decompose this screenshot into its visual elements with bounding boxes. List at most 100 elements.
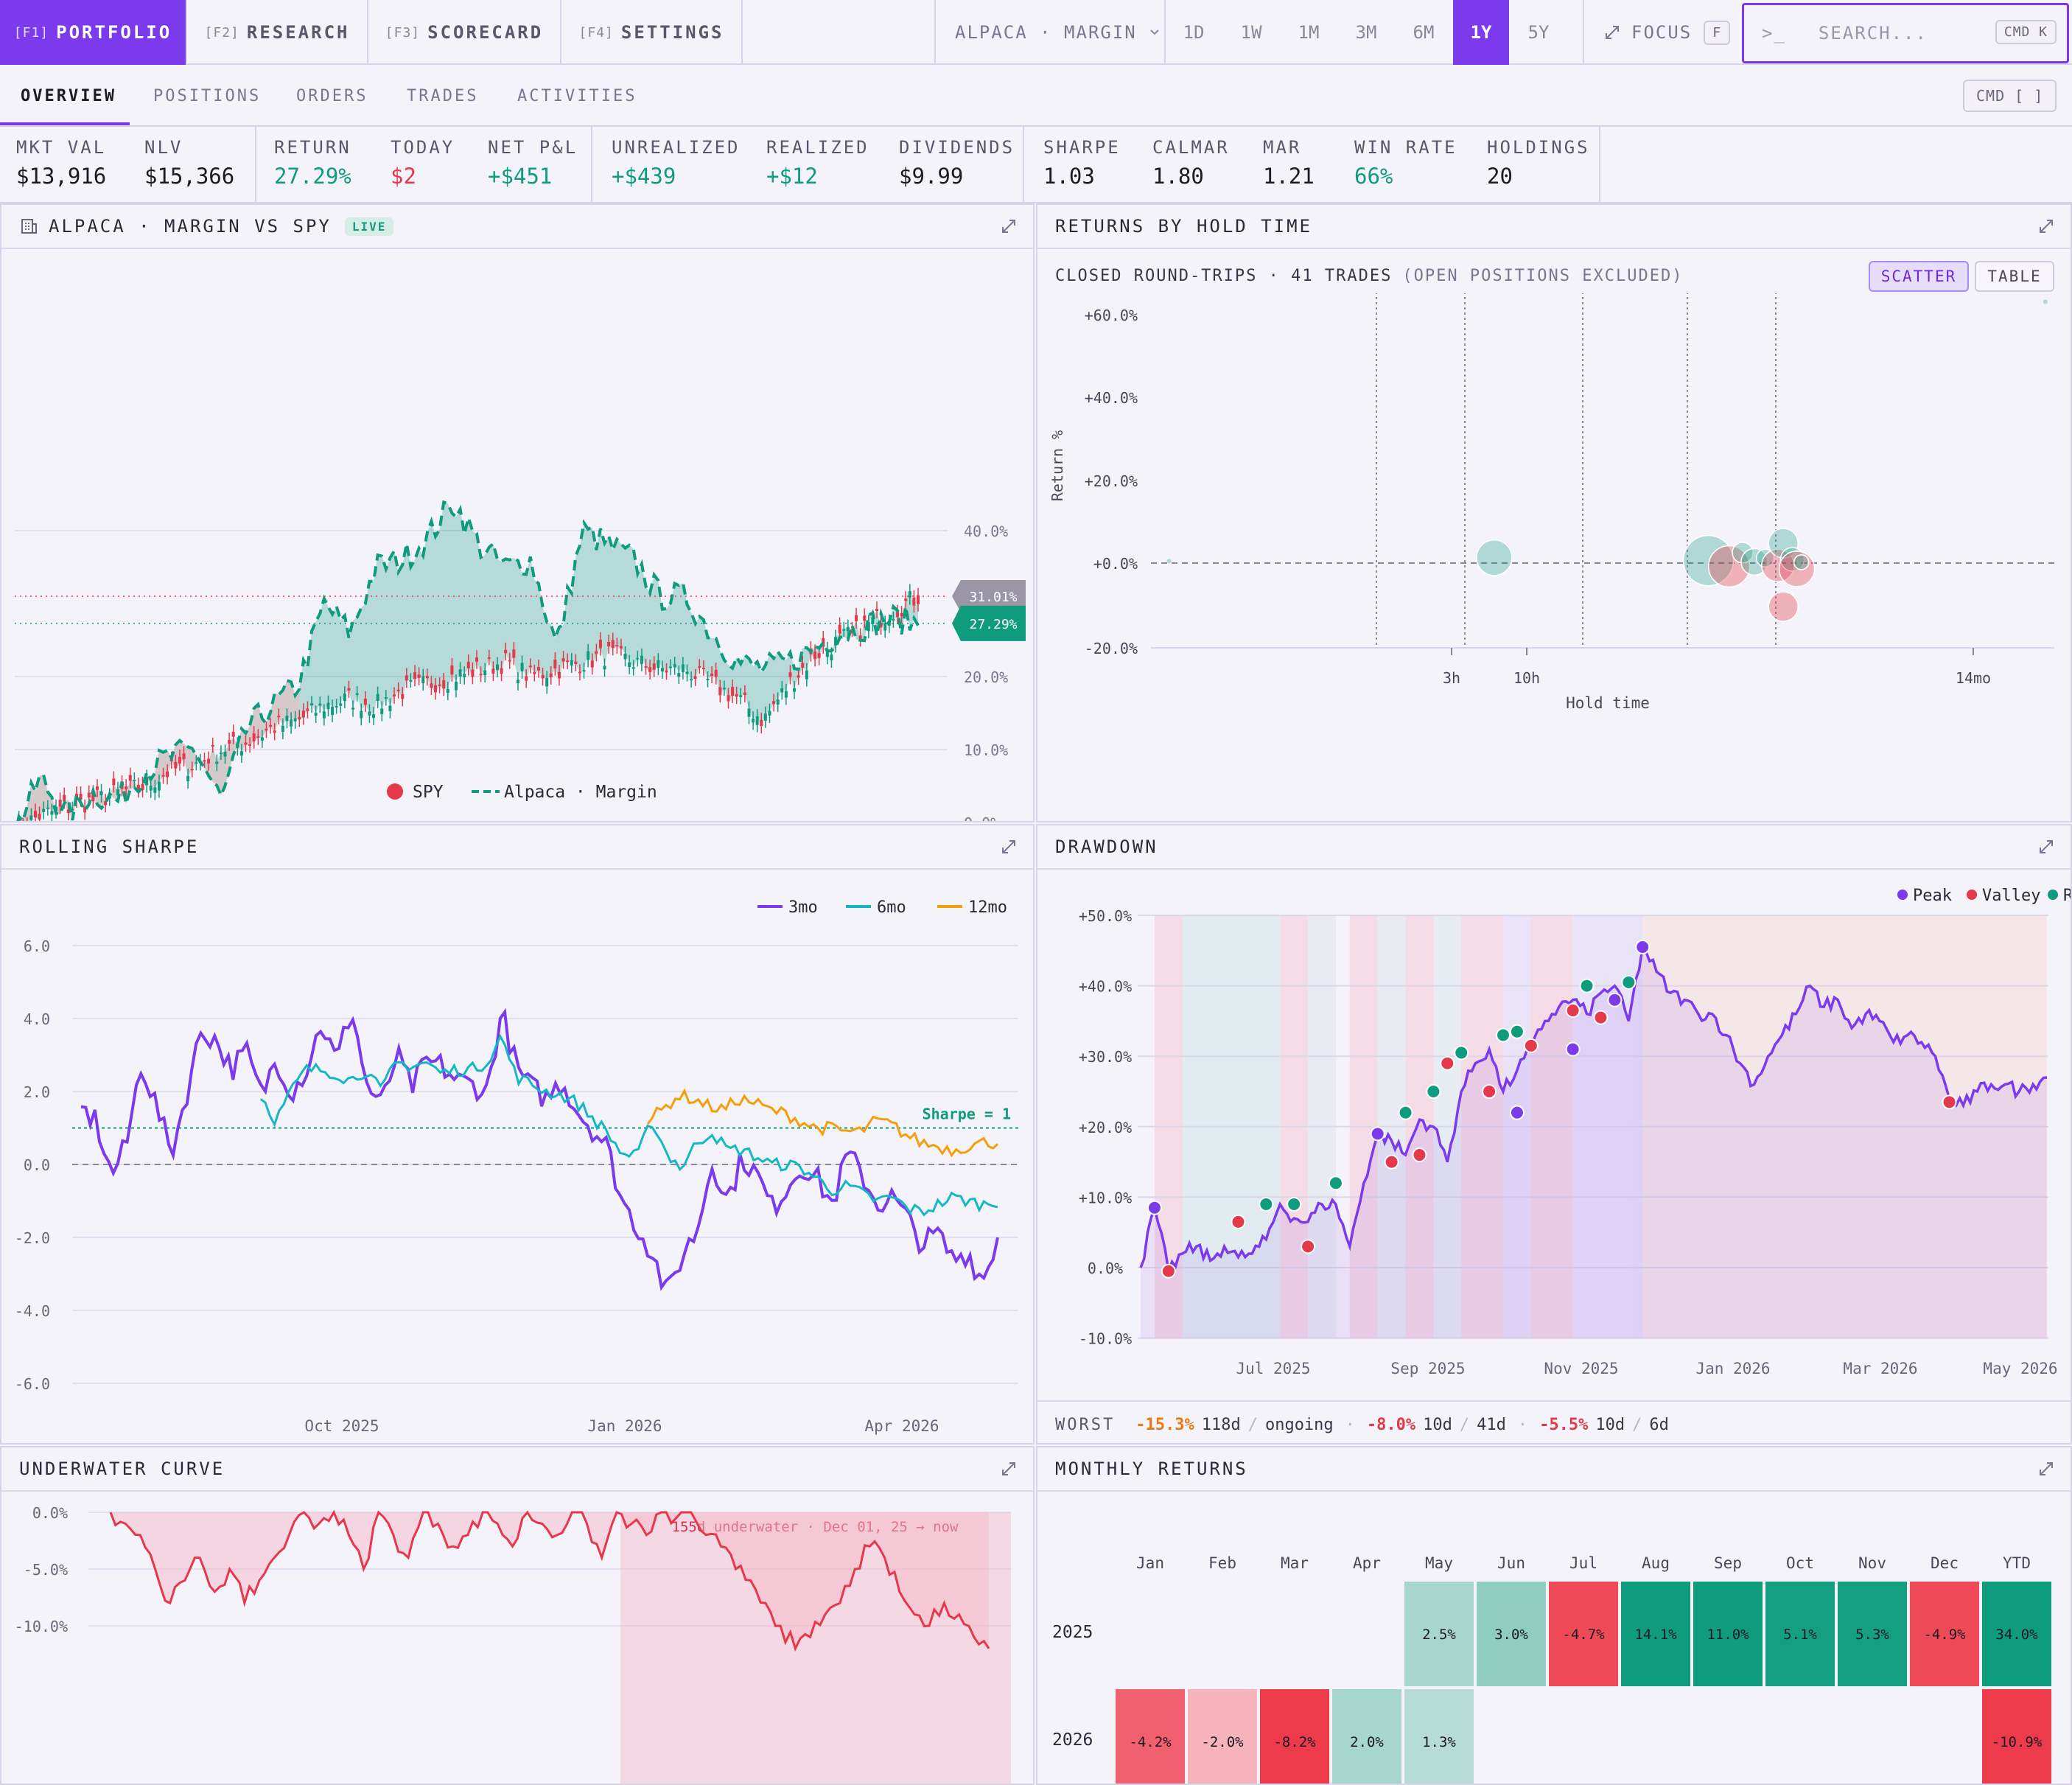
month-header: Jul	[1569, 1554, 1597, 1572]
peak-marker	[1509, 1105, 1525, 1120]
spy-candle	[314, 713, 318, 716]
heatmap-value: -4.7%	[1562, 1627, 1605, 1643]
stat-label: WIN RATE	[1354, 137, 1457, 158]
expand-icon[interactable]	[2037, 217, 2056, 236]
expand-icon[interactable]	[2037, 1459, 2056, 1478]
focus-shortcut: F	[1704, 20, 1731, 45]
y-tick-label: +0.0%	[1093, 555, 1138, 573]
spy-candle	[735, 694, 738, 697]
legend-spy-marker	[387, 783, 403, 800]
spy-candle	[582, 670, 586, 672]
stat-value: +$451	[488, 164, 553, 189]
expand-icon[interactable]	[999, 217, 1018, 236]
spy-candle	[863, 615, 867, 621]
spy-candle	[660, 668, 664, 672]
x-tick-label: May 2026	[1983, 1360, 2057, 1377]
tab-portfolio[interactable]: [F1] PORTFOLIO	[0, 0, 187, 65]
hold-scatter-chart: +80.0%+60.0%+40.0%+20.0%+0.0%-20.0%1h4h1…	[1049, 293, 2054, 712]
spy-candle	[326, 702, 330, 710]
range-1d[interactable]: 1D	[1183, 22, 1205, 43]
subtab-trades[interactable]: TRADES	[407, 86, 479, 105]
heatmap-cell	[1549, 1582, 1618, 1686]
spy-candle	[693, 676, 697, 680]
subtab-underline	[0, 122, 130, 125]
range-1m[interactable]: 1M	[1298, 22, 1320, 43]
stat-label: NET P&L	[488, 137, 578, 158]
panel-vs-spy: ALPACA · MARGIN VS SPY LIVE 40.0% 20.0% 10…	[0, 203, 1035, 822]
subtab-activities[interactable]: ACTIVITIES	[517, 86, 637, 105]
expand-icon[interactable]	[2037, 837, 2056, 856]
spy-candle	[817, 653, 821, 658]
spy-candle	[578, 671, 581, 674]
spy-candle	[912, 597, 916, 606]
tab-settings[interactable]: [F4] SETTINGS	[561, 0, 743, 65]
focus-button[interactable]: FOCUS F	[1583, 0, 1742, 65]
scatter-toggle[interactable]: SCATTER	[1869, 261, 1969, 292]
spy-candle	[743, 692, 746, 696]
panel-monthly-returns: MONTHLY RETURNS Jan Feb Mar Apr May Jun Jul Aug…	[1036, 1446, 2072, 1785]
spy-candle	[33, 811, 37, 818]
panel-rolling-sharpe: ROLLING SHARPE 6.0 4.0 2.0 0.0 -2.0 -4.0 -6.0 S…	[0, 824, 1035, 1445]
spy-candle	[331, 707, 335, 716]
search-input[interactable]: >_ SEARCH... CMD K	[1742, 3, 2069, 63]
peak-marker	[1565, 1041, 1581, 1057]
spy-candle	[855, 615, 858, 621]
y-tick-label: -6.0	[15, 1375, 50, 1393]
search-shortcut: CMD K	[1995, 20, 2057, 44]
valley-marker	[1384, 1154, 1399, 1170]
subtab-overview[interactable]: OVERVIEW	[21, 86, 116, 105]
expand-icon[interactable]	[999, 1459, 1018, 1478]
stat-value: $9.99	[899, 164, 964, 189]
range-1y[interactable]: 1Y	[1453, 0, 1509, 65]
spy-candle	[553, 659, 557, 668]
stat-divider	[1023, 127, 1024, 203]
building-icon	[21, 219, 37, 234]
spy-candle	[310, 703, 314, 706]
subtab-orders[interactable]: ORDERS	[296, 86, 368, 105]
spy-candle	[883, 623, 887, 631]
spy-candle	[145, 777, 149, 786]
spy-candle	[438, 684, 441, 686]
live-badge: LIVE	[344, 217, 394, 236]
stat-sharpe: SHARPE 1.03	[1043, 137, 1121, 189]
worst-drawdowns: WORST -15.3% 118d / ongoing · -8.0% 10d / 41d · -5.…	[1055, 1409, 1669, 1440]
x-tick-label: Jan 2026	[1695, 1360, 1770, 1377]
heatmap-cell	[1621, 1582, 1690, 1686]
spy-candle	[628, 662, 631, 668]
spy-candle	[223, 752, 227, 757]
spy-candle	[236, 744, 239, 749]
spy-end-label: 31.01%	[969, 590, 1017, 605]
spy-candle	[50, 811, 54, 815]
account-selector[interactable]: ALPACA · MARGIN	[934, 0, 1166, 65]
stat-label: RETURN	[274, 137, 351, 158]
tab-research[interactable]: [F2] RESEARCH	[187, 0, 368, 65]
x-tick-label: 3h	[1443, 669, 1460, 687]
spy-candle	[79, 793, 83, 800]
worst-slash: /	[1632, 1415, 1642, 1434]
subtab-positions[interactable]: POSITIONS	[153, 86, 262, 105]
panel-title: ROLLING SHARPE	[19, 836, 200, 857]
spy-candle	[892, 618, 895, 621]
spy-candle	[149, 786, 153, 791]
x-tick-label: Sep 2025	[1390, 1360, 1465, 1377]
top-nav: [F1] PORTFOLIO [F2] RESEARCH [F3] SCORECARD…	[0, 0, 2072, 65]
spy-candle	[281, 725, 284, 733]
stat-value: 27.29%	[274, 164, 351, 189]
heatmap-cell	[1982, 1582, 2051, 1686]
row-year: 2025	[1052, 1623, 1093, 1642]
spy-candle	[301, 710, 305, 718]
range-5y[interactable]: 5Y	[1527, 22, 1550, 43]
month-header: Aug	[1642, 1554, 1670, 1572]
expand-icon[interactable]	[999, 837, 1018, 856]
y-tick-label: 40.0%	[964, 523, 1008, 540]
range-3m[interactable]: 3M	[1355, 22, 1377, 43]
tab-scorecard[interactable]: [F3] SCORECARD	[368, 0, 561, 65]
spy-candle	[46, 807, 49, 809]
range-1w[interactable]: 1W	[1240, 22, 1262, 43]
spy-candle	[298, 717, 301, 720]
spy-candle	[801, 663, 805, 668]
cmd-button[interactable]: CMD [ ]	[1963, 80, 2057, 112]
range-6m[interactable]: 6M	[1413, 22, 1435, 43]
heatmap-cell	[1332, 1689, 1401, 1784]
table-toggle[interactable]: TABLE	[1975, 261, 2054, 292]
